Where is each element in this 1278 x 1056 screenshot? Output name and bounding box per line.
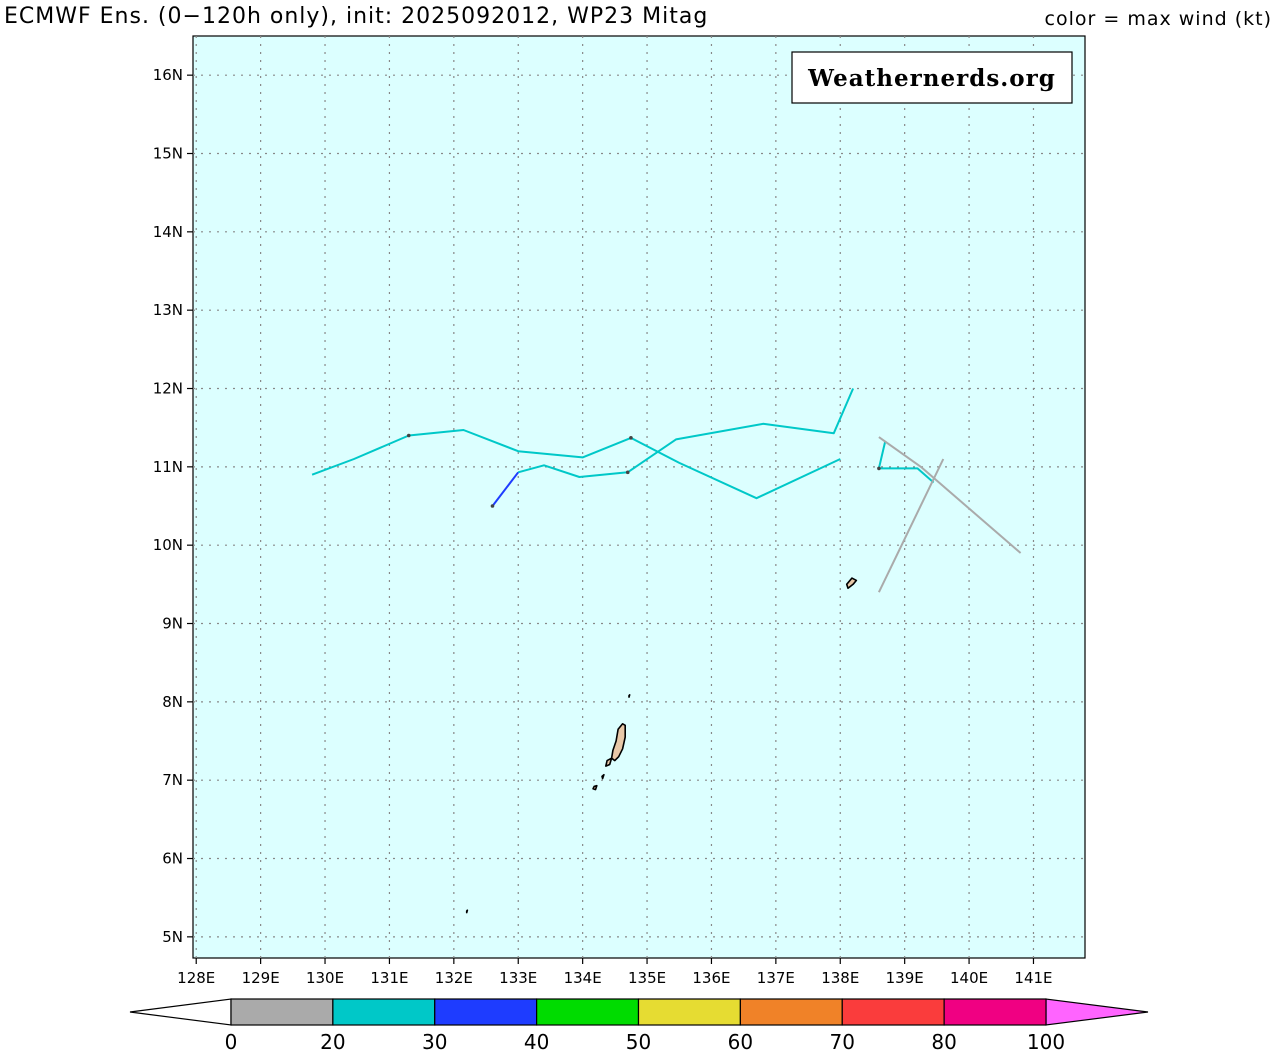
lat-label: 16N: [153, 66, 183, 84]
lat-label: 11N: [153, 458, 183, 476]
track-position-marker: [490, 504, 495, 508]
axis-ticks: [187, 74, 1035, 964]
colorbar-label: 0: [225, 1030, 238, 1054]
track-position-marker: [877, 466, 881, 471]
lon-label: 133E: [499, 969, 537, 987]
lat-label: 7N: [162, 771, 183, 789]
lat-label: 13N: [153, 301, 183, 319]
colorbar-over-arrow: [1045, 998, 1149, 1026]
lat-lon-grid: [193, 36, 1085, 958]
ensemble-track-line: [491, 471, 519, 507]
island-outline: [592, 784, 598, 791]
lon-label: 130E: [306, 969, 344, 987]
colorbar-bin: [637, 998, 741, 1026]
ensemble-tracks: [311, 388, 1022, 593]
track-position-marker: [406, 433, 411, 438]
lon-label: 134E: [564, 969, 602, 987]
lat-label: 6N: [162, 850, 183, 868]
track-position-marker: [629, 436, 633, 440]
lat-label: 5N: [162, 928, 183, 946]
colorbar-bin: [332, 998, 436, 1026]
colorbar-under-arrow: [129, 998, 232, 1026]
lon-label: 140E: [950, 969, 988, 987]
latitude-labels: 5N 6N 7N 8N 9N 10N 11N 12N 13N 14N 15N 16N: [153, 66, 183, 946]
longitude-labels: 128E 129E 130E 131E 132E 133E 134E 135E 136E 137E…: [177, 969, 1052, 987]
watermark-text: Weathernerds.org: [807, 65, 1056, 92]
track-position-marker: [625, 470, 630, 475]
lon-label: 136E: [692, 969, 730, 987]
lon-label: 139E: [886, 969, 924, 987]
colorbar-label: 80: [931, 1030, 956, 1054]
lon-label: 129E: [242, 969, 280, 987]
lon-label: 137E: [757, 969, 795, 987]
lon-label: 128E: [177, 969, 215, 987]
colorbar-bin: [943, 998, 1047, 1026]
colorbar-bin: [739, 998, 843, 1026]
lon-label: 131E: [370, 969, 408, 987]
ensemble-track-line: [878, 436, 1022, 554]
lat-label: 12N: [153, 380, 183, 398]
colorbar-label: 40: [524, 1030, 549, 1054]
lon-label: 132E: [435, 969, 473, 987]
ensemble-track-line: [877, 440, 935, 484]
watermark-box: Weathernerds.org: [791, 51, 1073, 104]
colorbar-label: 50: [626, 1030, 651, 1054]
lon-label: 135E: [628, 969, 666, 987]
colorbar-bin: [230, 998, 334, 1026]
lat-label: 9N: [162, 615, 183, 633]
land-outlines: [465, 577, 858, 914]
color-legend-caption: color = max wind (kt): [1044, 8, 1272, 30]
colorbar-label: 70: [830, 1030, 855, 1054]
island-outline: [845, 577, 858, 590]
island-outline: [610, 722, 627, 762]
island-outline: [604, 757, 613, 767]
colorbar-bin: [434, 998, 538, 1026]
colorbar-label: 100: [1027, 1030, 1065, 1054]
colorbar-label: 20: [320, 1030, 345, 1054]
ocean-background: [192, 35, 1086, 959]
lat-label: 10N: [153, 536, 183, 554]
island-outline: [628, 693, 631, 698]
colorbar-labels: 0 20 30 40 50 60 70 80 100: [225, 1030, 1065, 1054]
colorbar-bin: [841, 998, 945, 1026]
ensemble-track-line: [311, 429, 841, 500]
island-outline: [601, 773, 605, 780]
island-outline: [465, 909, 469, 914]
colorbar-label: 60: [728, 1030, 753, 1054]
map-title: ECMWF Ens. (0−120h only), init: 20250920…: [4, 4, 709, 29]
colorbar-label: 30: [422, 1030, 447, 1054]
lat-label: 15N: [153, 145, 183, 163]
lat-label: 14N: [153, 223, 183, 241]
colorbar: [129, 998, 1149, 1026]
ensemble-track-line: [517, 388, 855, 478]
colorbar-bin: [536, 998, 640, 1026]
lon-label: 138E: [821, 969, 859, 987]
ensemble-track-line: [877, 458, 945, 593]
lat-label: 8N: [162, 693, 183, 711]
lon-label: 141E: [1014, 969, 1052, 987]
